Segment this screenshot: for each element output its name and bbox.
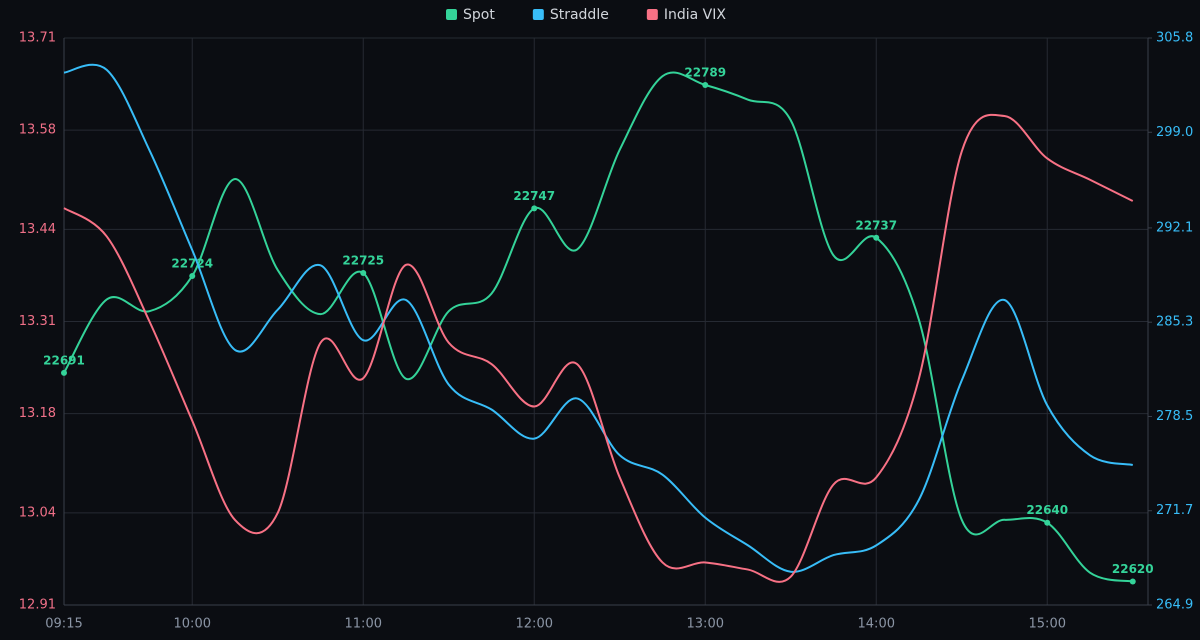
y2-tick-label: 278.5 [1156, 409, 1193, 424]
x-tick-label: 09:15 [45, 617, 82, 632]
y2-tick-label: 271.7 [1156, 503, 1193, 518]
point [531, 205, 538, 212]
data-label: 22724 [171, 256, 213, 270]
point [873, 234, 880, 241]
legend-label: Straddle [550, 7, 609, 23]
y-tick-label: 13.04 [19, 505, 56, 520]
y-tick-label: 12.91 [19, 598, 56, 613]
data-label: 22725 [342, 254, 384, 268]
y-tick-label: 13.18 [19, 406, 56, 421]
data-label: 22747 [513, 189, 555, 203]
y2-tick-label: 264.9 [1156, 598, 1193, 613]
y2-tick-label: 299.0 [1156, 125, 1193, 140]
x-tick-label: 10:00 [174, 617, 211, 632]
y-tick-label: 13.58 [19, 123, 56, 138]
y-tick-label: 13.31 [19, 314, 56, 329]
legend-label: India VIX [664, 7, 727, 23]
legend-swatch [646, 9, 658, 20]
point [1044, 519, 1051, 526]
point [61, 369, 67, 376]
x-tick-label: 13:00 [687, 617, 724, 632]
series-line [63, 113, 1134, 583]
legend-swatch [446, 9, 457, 20]
x-tick-label: 15:00 [1029, 617, 1066, 632]
legend-swatch [532, 9, 544, 20]
series-line [63, 71, 1133, 583]
point [360, 270, 367, 277]
data-label: 22691 [43, 353, 85, 367]
y-tick-label: 13.44 [19, 222, 56, 237]
point [189, 272, 196, 279]
y-tick-label: 13.71 [19, 31, 56, 46]
data-label: 22789 [684, 66, 726, 80]
legend-label: Spot [463, 7, 495, 23]
data-label: 22620 [1112, 562, 1154, 576]
point [1129, 578, 1136, 585]
x-tick-label: 12:00 [516, 617, 553, 632]
data-label: 22737 [855, 218, 897, 232]
y2-tick-label: 285.3 [1156, 315, 1193, 330]
data-label: 22640 [1026, 503, 1068, 517]
series-line [63, 63, 1133, 573]
y2-tick-label: 305.8 [1156, 31, 1193, 46]
y2-tick-label: 292.1 [1156, 220, 1193, 235]
x-tick-label: 11:00 [345, 617, 382, 632]
point [702, 82, 709, 89]
x-tick-label: 14:00 [858, 617, 895, 632]
